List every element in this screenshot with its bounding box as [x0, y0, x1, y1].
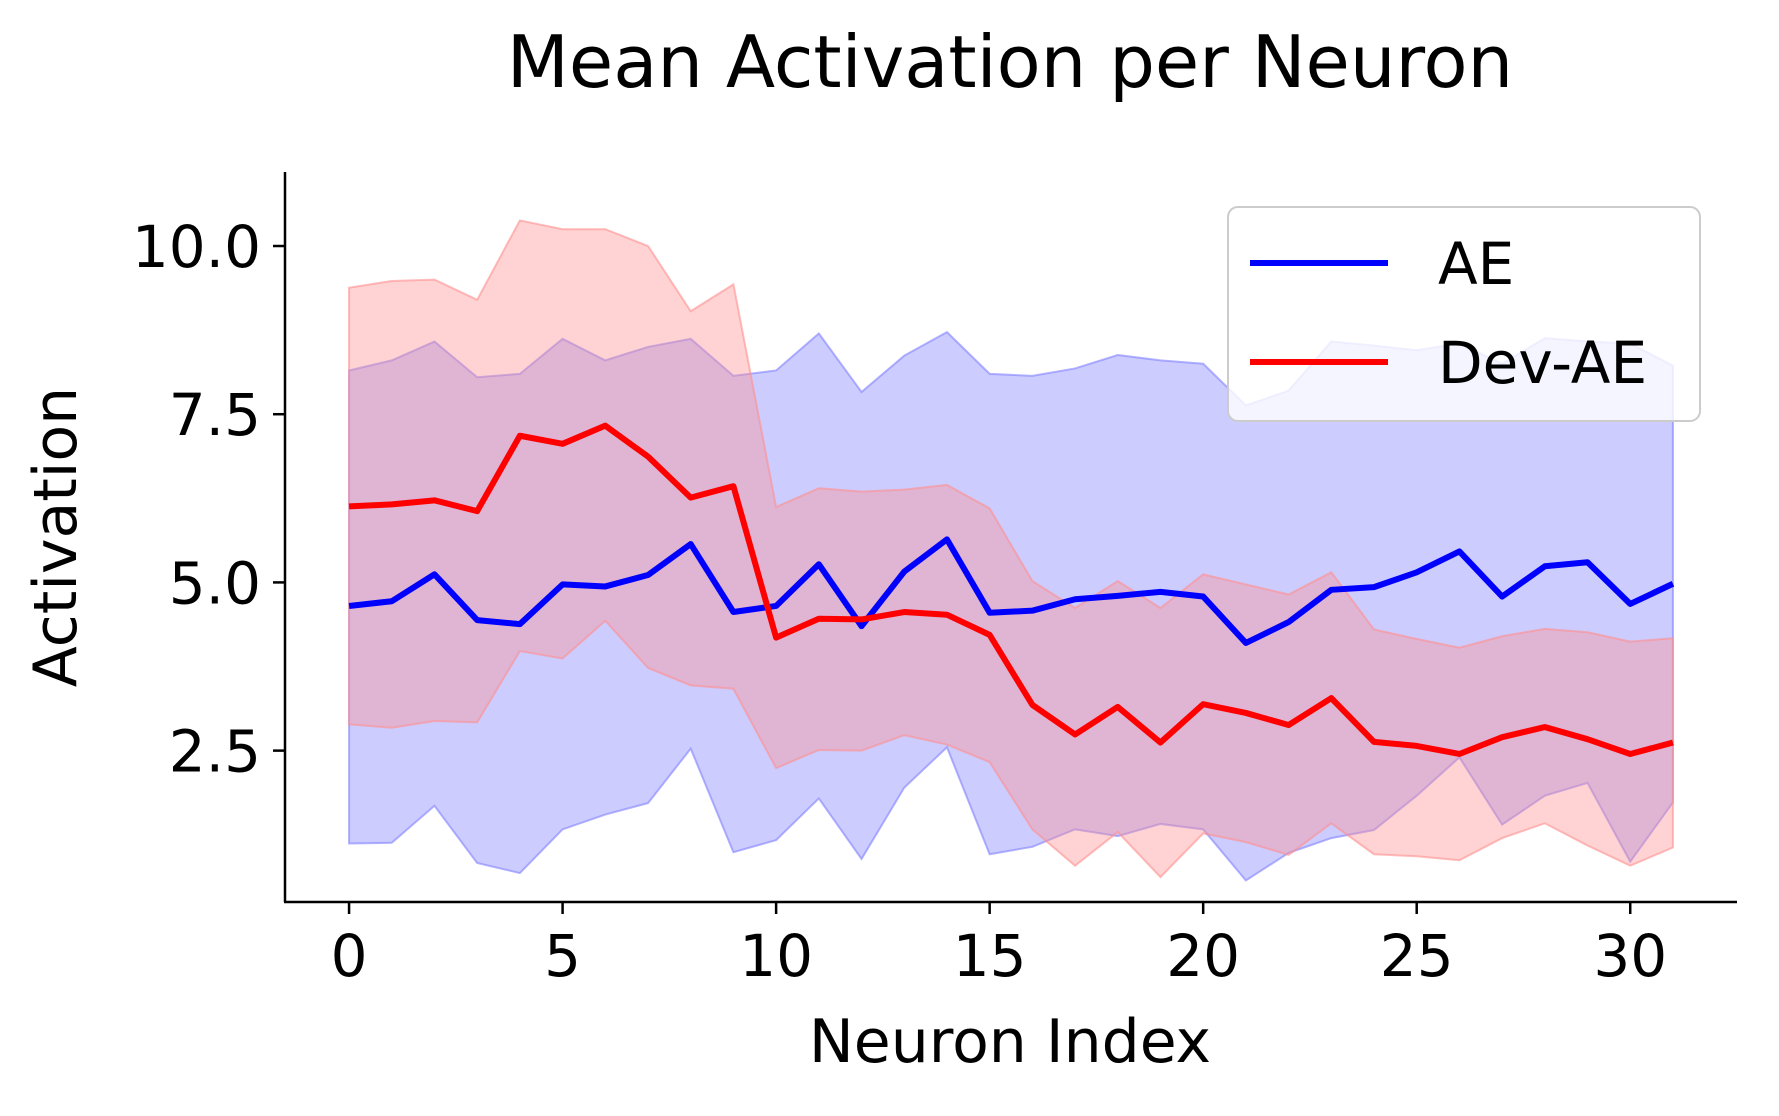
y-tick-label: 5.0	[169, 549, 261, 617]
chart-title: Mean Activation per Neuron	[507, 20, 1513, 104]
y-axis-ticks: 2.5 5.0 7.5 10.0	[132, 213, 285, 786]
x-tick-label: 10	[739, 922, 813, 990]
legend-label-dev-ae: Dev-AE	[1438, 329, 1647, 397]
y-axis-label: Activation	[21, 387, 91, 687]
line-dev-ae	[348, 422, 1674, 757]
x-axis-ticks: 0 5 10 15 20 25 30	[331, 902, 1667, 990]
x-axis-label: Neuron Index	[809, 1007, 1211, 1077]
y-tick-label: 10.0	[132, 213, 261, 281]
x-tick-label: 5	[544, 922, 581, 990]
mean-lines	[348, 422, 1675, 757]
y-tick-label: 2.5	[169, 718, 261, 786]
legend-label-ae: AE	[1438, 230, 1514, 298]
x-tick-label: 15	[953, 922, 1027, 990]
x-tick-label: 20	[1166, 922, 1240, 990]
x-tick-label: 25	[1380, 922, 1454, 990]
y-tick-label: 7.5	[169, 381, 261, 449]
legend: AE Dev-AE	[1227, 206, 1701, 422]
x-tick-label: 0	[331, 922, 368, 990]
line-ae	[348, 536, 1675, 646]
x-tick-label: 30	[1593, 922, 1667, 990]
